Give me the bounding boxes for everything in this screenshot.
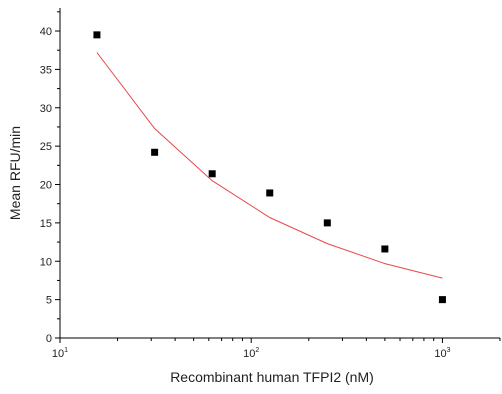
x-tick-exponent: 3 [447,347,451,354]
axes: 0 5 10 15 20 25 30 35 40 101 102 103 [40,8,501,360]
x-tick-exponent: 1 [64,347,68,354]
y-tick-label: 0 [46,333,52,345]
y-tick-label: 25 [40,141,52,153]
y-tick-label: 10 [40,256,52,268]
data-point [438,296,446,304]
data-points-layer [93,31,446,304]
data-point [208,170,216,178]
y-tick-label: 20 [40,180,52,192]
fit-curve [96,52,443,279]
x-tick-label: 102 [243,347,259,360]
data-point [323,219,331,227]
data-point [266,189,274,197]
x-tick-label: 103 [434,347,450,360]
data-point [151,148,159,156]
y-axis-title: Mean RFU/min [7,126,23,220]
x-tick-exponent: 2 [255,347,259,354]
x-axis-title: Recombinant human TFPI2 (nM) [170,369,374,385]
y-tick-label: 30 [40,103,52,115]
y-tick-label: 35 [40,64,52,76]
y-tick-label: 5 [46,295,52,307]
fit-curve-layer [96,52,443,279]
data-point [93,31,101,39]
y-tick-label: 15 [40,218,52,230]
x-tick-label: 101 [52,347,68,360]
y-tick-label: 40 [40,26,52,38]
data-point [381,245,389,253]
